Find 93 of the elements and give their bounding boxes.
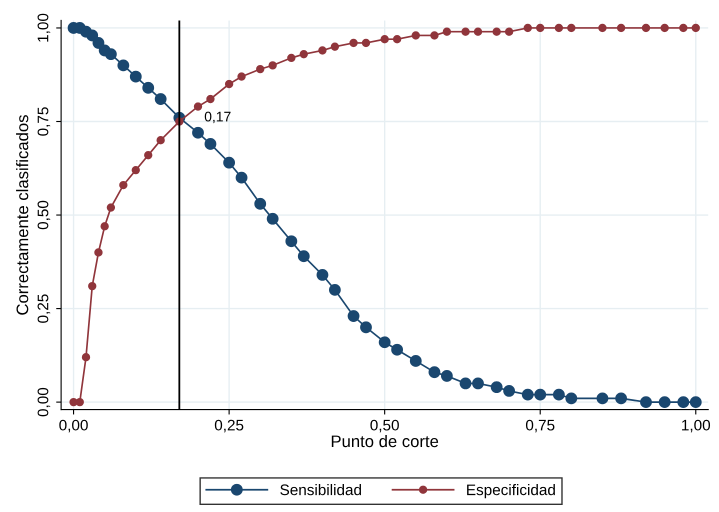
point <box>156 136 165 144</box>
point <box>640 396 652 408</box>
point <box>442 28 452 36</box>
point <box>100 222 109 230</box>
point <box>378 336 391 348</box>
point <box>474 28 482 36</box>
point <box>615 392 628 404</box>
point <box>194 102 202 111</box>
point <box>565 392 578 404</box>
y-tick-label: 0,75 <box>38 107 50 136</box>
point <box>92 37 104 49</box>
point <box>130 70 142 83</box>
point <box>300 50 308 58</box>
point <box>287 54 296 62</box>
point <box>117 59 130 72</box>
point <box>349 38 358 48</box>
point <box>268 61 277 70</box>
point <box>142 82 154 94</box>
point <box>254 198 266 210</box>
point <box>460 378 472 390</box>
point <box>298 250 310 262</box>
x-tick-label: 0,25 <box>214 420 244 432</box>
ref-line-label: 0,17 <box>204 112 231 124</box>
point <box>567 24 576 32</box>
point <box>391 344 404 356</box>
point <box>690 396 702 408</box>
point <box>504 28 514 36</box>
point <box>552 388 565 401</box>
point <box>94 248 103 257</box>
point <box>82 353 90 362</box>
point <box>266 212 279 225</box>
point <box>642 24 650 32</box>
y-tick-label: 0,50 <box>38 200 50 230</box>
point <box>86 30 98 42</box>
point <box>492 28 501 36</box>
point <box>237 72 246 81</box>
point <box>104 48 117 60</box>
y-axis-title: Correctamente clasificados <box>16 115 28 315</box>
point <box>461 28 470 36</box>
point <box>503 384 516 397</box>
point <box>119 180 128 190</box>
point <box>472 378 484 390</box>
point <box>318 46 327 55</box>
point <box>660 24 669 32</box>
point <box>392 35 402 44</box>
point <box>430 31 439 40</box>
point <box>428 366 440 378</box>
point <box>76 398 84 406</box>
legend-label: Sensibilidad <box>280 484 361 496</box>
point <box>598 24 607 32</box>
point <box>360 321 372 334</box>
point <box>316 269 328 281</box>
point <box>677 396 690 408</box>
point <box>206 94 215 104</box>
point <box>236 172 248 184</box>
legend-label: Especificidad <box>467 484 555 498</box>
point <box>380 35 389 44</box>
point <box>490 381 503 394</box>
point <box>285 235 298 248</box>
point <box>679 24 688 32</box>
point <box>348 310 360 322</box>
point <box>328 284 341 296</box>
point <box>616 24 626 32</box>
point <box>410 355 422 367</box>
point <box>223 156 236 169</box>
point <box>440 370 453 382</box>
y-tick-label: 0,25 <box>38 294 50 323</box>
point <box>192 126 204 139</box>
x-tick-label: 0,75 <box>526 420 554 432</box>
point <box>144 151 152 160</box>
y-tick-label: 1,00 <box>38 14 50 42</box>
point <box>204 138 216 150</box>
point <box>658 396 671 408</box>
point <box>224 80 234 88</box>
point <box>412 31 420 40</box>
point <box>330 42 340 51</box>
point <box>132 166 140 174</box>
x-tick-label: 0,50 <box>370 420 399 432</box>
point <box>596 392 608 404</box>
x-tick-label: 0,00 <box>59 420 88 432</box>
point <box>88 282 96 290</box>
x-tick-label: 1,00 <box>682 420 710 432</box>
point <box>154 93 167 105</box>
point <box>524 24 532 32</box>
point <box>256 64 264 74</box>
point <box>554 24 564 32</box>
point <box>362 38 370 48</box>
point <box>106 203 116 212</box>
x-axis-title: Punto de corte <box>332 434 438 448</box>
point <box>536 24 544 32</box>
point <box>692 24 700 32</box>
point <box>522 388 534 401</box>
point <box>534 388 546 401</box>
